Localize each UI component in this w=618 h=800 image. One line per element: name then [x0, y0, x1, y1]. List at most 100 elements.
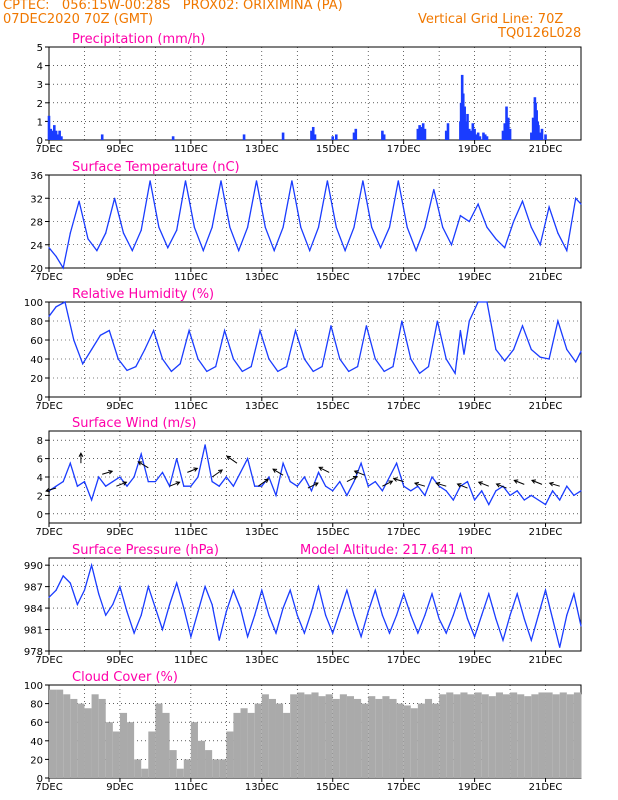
wind-arrow-head: [218, 469, 224, 474]
series-point: [255, 180, 258, 182]
precip-bar: [531, 117, 535, 140]
series-point: [310, 611, 313, 613]
precip-bar: [171, 136, 175, 140]
precip-bar: [100, 134, 104, 140]
series-point: [147, 586, 149, 588]
series-point: [504, 360, 506, 362]
series-point: [273, 249, 275, 252]
cloud-cover-bar: [538, 692, 546, 778]
series-line: [48, 180, 582, 270]
wind-arrow: [226, 455, 238, 464]
y-tick-label: 6: [37, 455, 43, 466]
wind-arrow: [393, 478, 404, 483]
cloud-cover-bar: [297, 692, 305, 778]
precip-bar: [56, 134, 60, 140]
series-point: [289, 589, 291, 591]
series-point: [122, 232, 125, 234]
cloud-cover-bar: [581, 694, 582, 778]
series-point: [309, 249, 311, 252]
precip-bar: [444, 130, 448, 140]
series-point: [468, 220, 470, 223]
y-tick-label: 40: [30, 355, 43, 366]
precip-bar: [471, 123, 475, 140]
series-point: [339, 358, 341, 360]
cloud-cover-bar: [488, 696, 496, 778]
series-point: [317, 586, 320, 588]
series-point: [442, 226, 444, 228]
series-point: [495, 490, 497, 492]
series-point: [154, 481, 156, 483]
precip-bar: [505, 106, 508, 140]
series-point: [133, 632, 135, 634]
wind-arrow: [116, 481, 127, 487]
x-tick-label: 9DEC: [106, 527, 133, 538]
panel-title: Relative Humidity (%): [72, 287, 214, 302]
y-tick-label: 984: [24, 604, 43, 615]
series-point: [580, 350, 582, 352]
series-point: [183, 607, 185, 609]
precip-bar: [310, 130, 313, 140]
precip-bar: [478, 136, 482, 140]
series-point: [502, 639, 504, 641]
precip-bar: [418, 125, 421, 140]
wind-arrow-head: [45, 487, 51, 493]
series-point: [348, 370, 350, 372]
series-point: [445, 358, 447, 360]
wind-arrow: [496, 483, 507, 489]
series-point: [99, 334, 102, 336]
series-point: [126, 369, 128, 371]
y-tick-label: 1: [37, 117, 43, 128]
series-point: [374, 358, 376, 360]
series-point: [523, 618, 525, 620]
series-point: [353, 614, 355, 616]
x-tick-label: 11DEC: [174, 144, 208, 155]
series-point: [339, 611, 341, 613]
wind-arrow-head: [352, 475, 358, 481]
cloud-cover-bar: [233, 712, 241, 778]
wind-arrow: [257, 478, 269, 487]
series-point: [225, 611, 227, 613]
series-point: [259, 329, 261, 332]
cloud-cover-bar: [268, 698, 276, 778]
series-point: [403, 485, 405, 487]
series-point: [296, 614, 298, 616]
precip-bar: [446, 123, 450, 140]
header-line1: CPTEC: 056:15W-00:28S PROX02: ORIXIMINA …: [3, 0, 343, 13]
series-point: [383, 370, 385, 372]
series-point: [223, 329, 226, 332]
y-tick-label: 990: [24, 561, 43, 572]
panel-title: Surface Temperature (nC): [72, 160, 240, 175]
series-point: [239, 607, 242, 609]
series-point: [438, 618, 440, 620]
series-point: [513, 220, 515, 223]
series-point: [76, 603, 78, 606]
series-point: [282, 226, 284, 228]
series-point: [55, 306, 57, 308]
series-point: [158, 226, 160, 228]
series-point: [144, 348, 146, 351]
wind-arrow-head: [272, 468, 278, 473]
panel-frame: [48, 301, 582, 398]
cloud-cover-bar: [205, 750, 213, 778]
x-tick-label: 13DEC: [245, 655, 279, 666]
cloud-cover-bar: [105, 722, 113, 778]
series-point: [90, 348, 93, 351]
series-point: [488, 593, 490, 595]
cloud-cover-bar: [453, 694, 461, 778]
wind-arrow-head: [318, 466, 324, 471]
series-point: [254, 485, 256, 487]
wind-arrow-head: [226, 455, 232, 461]
cloud-cover-bar: [127, 722, 135, 778]
cloud-cover-bar: [176, 768, 184, 778]
series-point: [374, 481, 376, 483]
wind-arrow-head: [353, 470, 359, 475]
cloud-cover-bar: [275, 703, 284, 778]
series-point: [168, 603, 171, 606]
x-tick-label: 19DEC: [458, 782, 492, 793]
header-date: 07DEC2020 70Z (GMT): [3, 12, 154, 27]
x-tick-label: 15DEC: [316, 782, 350, 793]
cloud-cover-bar: [325, 694, 333, 778]
series-point: [468, 320, 470, 322]
series-point: [188, 329, 190, 332]
